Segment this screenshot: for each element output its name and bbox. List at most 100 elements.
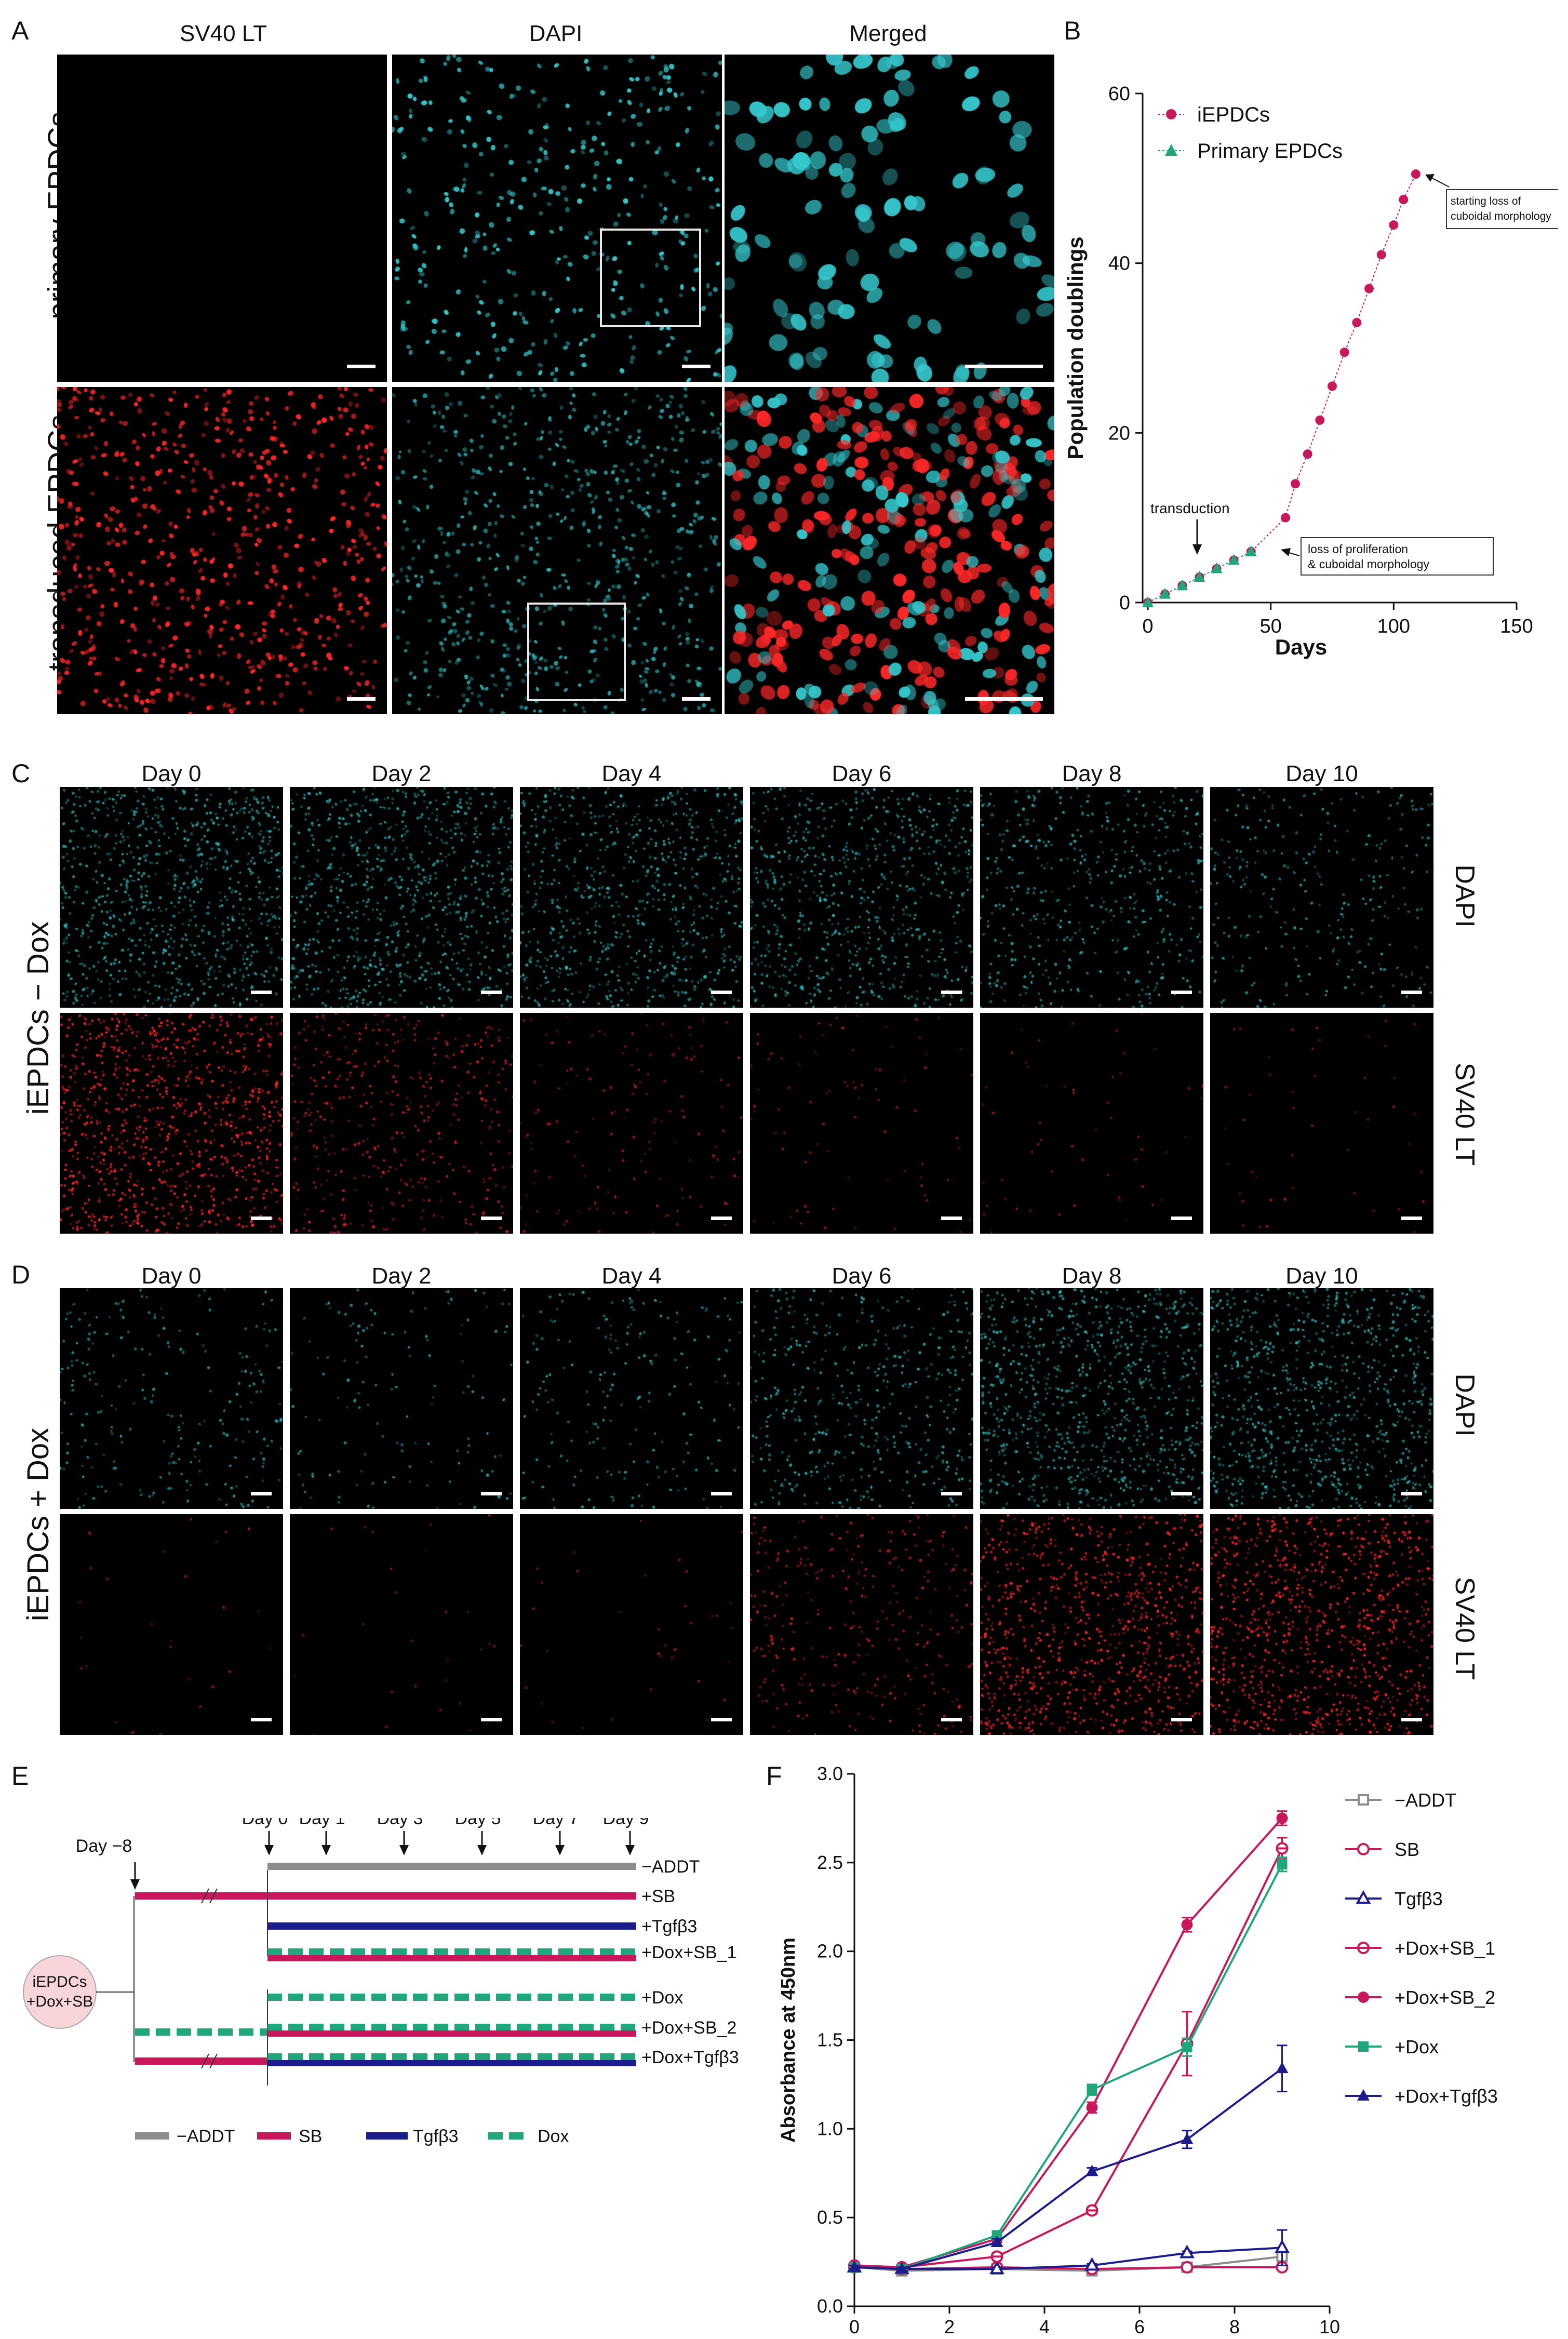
data-point-s6	[1181, 2132, 1194, 2144]
day-arrowhead-2	[399, 1845, 409, 1855]
legend-label-dox: Dox	[538, 2127, 569, 2146]
x-axis-label: Days	[1275, 635, 1327, 659]
scale-bar	[251, 1718, 272, 1721]
y-tick-label: 0.0	[817, 2295, 843, 2317]
panelC-sv40-day-3	[750, 1013, 973, 1234]
panelC-col-header-5: Day 10	[1285, 761, 1358, 786]
legend-label-sb: SB	[299, 2127, 322, 2146]
data-point-s6	[895, 2262, 908, 2274]
x-tick-label: 10	[1319, 2316, 1340, 2337]
scale-bar	[1401, 991, 1422, 994]
y-tick-label: 40	[1108, 253, 1130, 275]
a-col-header-dapi: DAPI	[529, 21, 583, 46]
scale-bar	[481, 1492, 502, 1495]
data-point-s2	[1275, 2239, 1290, 2253]
day-minus8-arrowhead	[130, 1879, 140, 1890]
primary-point	[1245, 545, 1257, 556]
data-point-s2	[1084, 2257, 1100, 2271]
legend-marker-iepdcs	[1166, 109, 1176, 119]
condition-label-2: +Tgfβ3	[641, 1917, 697, 1936]
iepdcs-point	[1328, 381, 1337, 391]
arrowhead-starting	[1425, 174, 1435, 182]
x-tick-label: 8	[1229, 2316, 1240, 2337]
scale-bar	[1171, 1718, 1192, 1721]
x-tick-label: 50	[1260, 616, 1282, 637]
d-row-label: iEPDCs + Dox	[21, 1427, 55, 1622]
panelD-dapi-day-5	[1210, 1288, 1433, 1509]
a-primary-merged	[725, 55, 1054, 382]
arrowhead-loss	[1281, 548, 1291, 556]
d-right-label-dapi: DAPI	[1450, 1373, 1480, 1437]
day-arrowhead-4	[555, 1845, 565, 1855]
data-point-s1	[1181, 2261, 1194, 2274]
panelC-sv40-day-0	[60, 1013, 283, 1234]
legend-label-6: +Dox+Tgfβ3	[1395, 2086, 1498, 2107]
primary-point	[1194, 571, 1205, 582]
panelC-dapi-day-5	[1210, 787, 1433, 1008]
legend-label-4: +Dox+SB_2	[1395, 1987, 1495, 2008]
annotation-starting-line1: starting loss of	[1451, 195, 1521, 207]
scale-bar	[965, 365, 1043, 368]
primary-point	[1159, 587, 1171, 599]
iepdcs-point	[1281, 513, 1291, 523]
iepdcs-point	[1303, 449, 1312, 459]
data-point-s4	[1276, 1812, 1288, 1824]
panelC-sv40-day-4	[980, 1013, 1203, 1234]
scale-bar	[481, 1217, 502, 1220]
scale-bar	[251, 991, 272, 994]
legend-marker-5	[1358, 2041, 1369, 2052]
scale-bar	[251, 1492, 272, 1495]
day-arrowhead-3	[477, 1845, 487, 1855]
legend-marker-0	[1358, 1794, 1369, 1806]
panel-letter-e: E	[11, 1761, 29, 1790]
y-axis-label: Population doublings	[1063, 236, 1088, 459]
a-col-header-sv40: SV40 LT	[180, 21, 267, 46]
day-arrowhead-5	[625, 1845, 635, 1855]
panelD-dapi-day-1	[290, 1288, 513, 1509]
panelD-col-header-3: Day 6	[832, 1263, 892, 1289]
y-tick-label: 1.0	[817, 2118, 843, 2139]
iepdcs-point	[1399, 195, 1409, 205]
panelD-col-header-2: Day 4	[601, 1263, 662, 1289]
a-primary-sv40	[57, 55, 387, 382]
legend-marker-4	[1358, 1992, 1369, 2003]
panelC-dapi-day-0	[60, 787, 283, 1008]
panelD-dapi-day-2	[520, 1288, 743, 1509]
y-tick-label: 60	[1108, 83, 1130, 105]
y-tick-label: 3.0	[817, 1763, 843, 1784]
day-label-2: Day 3	[377, 1818, 423, 1828]
scale-bar	[1401, 1718, 1422, 1721]
scale-bar	[1171, 1492, 1192, 1495]
panelC-sv40-day-5	[1210, 1013, 1433, 1234]
scale-bar	[1401, 1217, 1422, 1220]
legend-label-addt: −ADDT	[177, 2127, 235, 2146]
legend-label-iepdcs: iEPDCs	[1197, 103, 1270, 126]
x-tick-label: 100	[1377, 616, 1410, 637]
arrowhead-transduction	[1192, 544, 1202, 555]
condition-label-3: +Dox+SB_1	[641, 1943, 736, 1962]
a-roi-box-primary	[600, 229, 701, 327]
panelC-col-header-0: Day 0	[141, 761, 202, 786]
panelD-sv40-day-4	[980, 1514, 1203, 1735]
series-line-3	[854, 1848, 1283, 2268]
data-point-s3-bar	[991, 2255, 1002, 2258]
d-right-label-sv40: SV40 LT	[1450, 1576, 1480, 1680]
iepdcs-point	[1291, 479, 1300, 489]
scale-bar	[251, 1217, 272, 1220]
annotation-loss-line1: loss of proliferation	[1308, 542, 1408, 556]
panelC-sv40-day-1	[290, 1013, 513, 1234]
population-doublings-chart: 0 50 100 150 0 20 40 60 Days Population doublings…	[1063, 83, 1558, 659]
condition-label-0: −ADDT	[641, 1857, 700, 1877]
iepdcs-point	[1352, 318, 1362, 327]
scale-bar	[711, 1217, 732, 1220]
scale-bar	[965, 697, 1043, 701]
panelC-col-header-2: Day 4	[601, 761, 662, 786]
annotation-starting-line2: cuboidal morphology	[1451, 210, 1551, 222]
data-point-s5	[1182, 2042, 1192, 2053]
series-line-5	[854, 1864, 1283, 2270]
panelD-dapi-day-0	[60, 1288, 283, 1509]
panelD-dapi-day-4	[980, 1288, 1203, 1509]
scale-bar	[711, 1492, 732, 1495]
day-label-1: Day 1	[299, 1818, 345, 1828]
break-mark	[209, 1888, 218, 1904]
